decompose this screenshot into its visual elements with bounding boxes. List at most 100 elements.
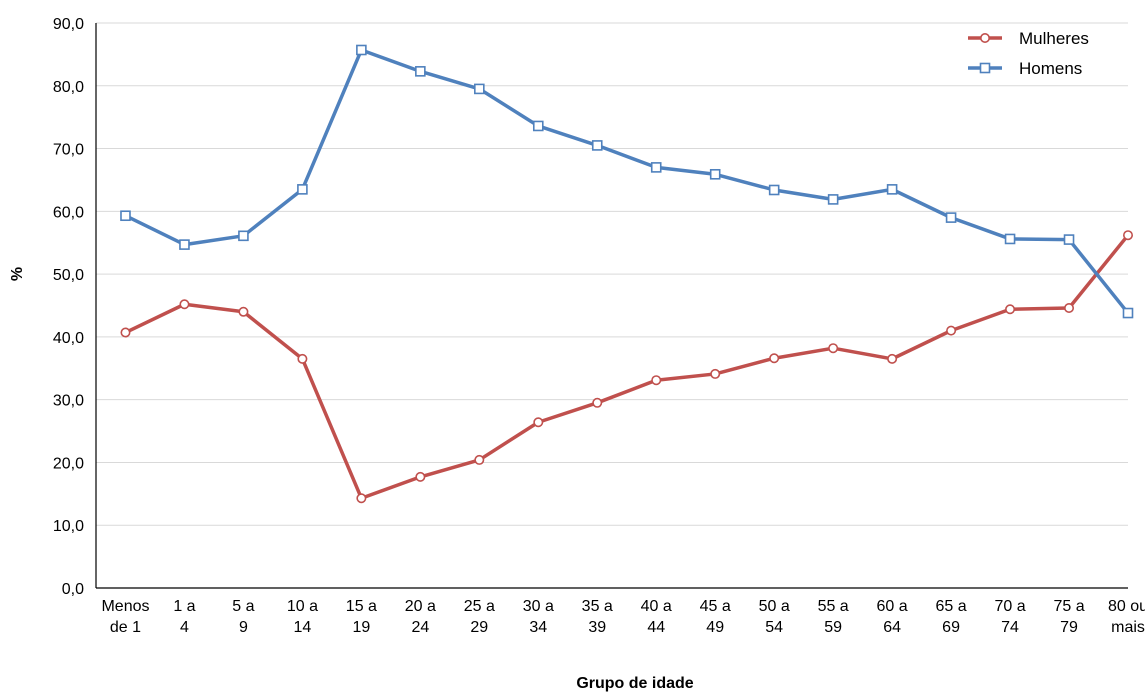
series-homens xyxy=(120,44,1134,319)
x-tick-label: 30 a 34 xyxy=(523,598,554,636)
series xyxy=(120,44,1134,504)
x-tick-label: 40 a 44 xyxy=(641,598,672,636)
y-axis-title: % xyxy=(9,267,26,281)
homens-point xyxy=(415,66,426,77)
x-tick-label-line: 29 xyxy=(470,619,488,636)
x-tick-label-line: 44 xyxy=(647,619,665,636)
x-tick-label: 70 a 74 xyxy=(994,598,1025,636)
x-axis-title: Grupo de idade xyxy=(576,675,693,692)
x-tick-label-line: 25 a xyxy=(464,598,495,615)
x-tick-label-line: 10 a xyxy=(287,598,318,615)
legend-label: Homens xyxy=(1019,59,1082,78)
legend: Mulheres Homens xyxy=(968,29,1089,78)
mulheres-point xyxy=(120,327,131,338)
x-tick-label: 25 a 29 xyxy=(464,598,495,636)
series-mulheres xyxy=(120,230,1134,504)
axes: 0,0 10,0 20,0 30,0 40,0 50,0 60,0 70,0 80,0 90,0 M… xyxy=(53,16,1145,636)
mulheres-point xyxy=(769,353,780,364)
x-tick-label-line: 64 xyxy=(883,619,901,636)
x-tick-label: 75 a 79 xyxy=(1053,598,1084,636)
homens-point xyxy=(945,212,957,223)
x-tick-label: 50 a 54 xyxy=(759,598,790,636)
x-tick-label-line: Menos xyxy=(101,598,149,615)
y-tick-label: 20,0 xyxy=(53,455,84,472)
legend-marker xyxy=(979,62,991,74)
x-tick-label-line: 69 xyxy=(942,619,960,636)
mulheres-point xyxy=(592,397,603,408)
y-tick-label: 60,0 xyxy=(53,204,84,221)
x-tick-label-line: 65 a xyxy=(936,598,967,615)
x-tick-label-line: 15 a xyxy=(346,598,377,615)
homens-point xyxy=(1122,307,1134,319)
homens-point xyxy=(1063,234,1075,245)
y-tick-label: 40,0 xyxy=(53,330,84,347)
homens-point xyxy=(238,230,249,242)
x-tick-label-line: 34 xyxy=(529,619,547,636)
x-tick-label-line: de 1 xyxy=(110,619,141,636)
x-tick-label-line: 59 xyxy=(824,619,842,636)
mulheres-point xyxy=(828,343,839,354)
x-tick-label-line: 14 xyxy=(294,619,312,636)
x-tick-label-line: 79 xyxy=(1060,619,1078,636)
gridlines xyxy=(96,22,1128,526)
legend-label: Mulheres xyxy=(1019,29,1089,48)
x-tick-label-line: 55 a xyxy=(818,598,849,615)
x-tick-label-line: 60 a xyxy=(877,598,908,615)
x-tick-label-line: 35 a xyxy=(582,598,613,615)
homens-point xyxy=(532,120,544,132)
x-tick-label: 10 a 14 xyxy=(287,598,318,636)
mulheres-point xyxy=(1005,304,1016,315)
y-tick-label: 90,0 xyxy=(53,16,84,33)
x-tick-label-line: 24 xyxy=(411,619,429,636)
y-tick-label: 80,0 xyxy=(53,79,84,96)
homens-point xyxy=(827,194,839,205)
x-tick-label: 45 a 49 xyxy=(700,598,731,636)
legend-item-mulheres: Mulheres xyxy=(968,29,1089,48)
y-tick-label: 30,0 xyxy=(53,393,84,410)
legend-item-homens: Homens xyxy=(968,59,1082,78)
y-tick-label: 50,0 xyxy=(53,267,84,284)
x-tick-label: 15 a 19 xyxy=(346,598,377,636)
mulheres-point xyxy=(179,299,190,310)
x-tick-label-line: mais xyxy=(1111,619,1145,636)
mulheres-line xyxy=(124,234,1130,500)
x-tick-label: Menos de 1 xyxy=(101,598,149,636)
x-tick-label-line: 70 a xyxy=(994,598,1025,615)
x-tick-label-line: 50 a xyxy=(759,598,790,615)
x-tick-label-line: 80 ou xyxy=(1108,598,1145,615)
x-tick-label: 80 ou mais xyxy=(1108,598,1145,636)
x-tick-label-line: 19 xyxy=(352,619,370,636)
mulheres-point xyxy=(533,417,544,428)
mulheres-point xyxy=(297,353,308,364)
mulheres-point xyxy=(356,493,367,504)
y-tick-label: 70,0 xyxy=(53,142,84,159)
x-tick-label: 20 a 24 xyxy=(405,598,436,636)
x-tick-label-line: 20 a xyxy=(405,598,436,615)
x-tick-label-line: 39 xyxy=(588,619,606,636)
x-tick-label: 55 a 59 xyxy=(818,598,849,636)
mulheres-point xyxy=(1123,230,1134,241)
mulheres-point xyxy=(887,353,898,364)
homens-line xyxy=(124,48,1130,315)
mulheres-point xyxy=(415,471,426,482)
mulheres-point xyxy=(946,325,957,336)
homens-point xyxy=(356,44,367,56)
homens-point xyxy=(709,168,721,180)
mulheres-point xyxy=(651,375,662,386)
x-tick-label-line: 40 a xyxy=(641,598,672,615)
homens-point xyxy=(179,239,190,250)
homens-point xyxy=(650,162,662,173)
homens-point xyxy=(297,184,308,195)
homens-point xyxy=(120,210,131,222)
x-tick-label-line: 45 a xyxy=(700,598,731,615)
x-tick-label-line: 49 xyxy=(706,619,724,636)
mulheres-point xyxy=(238,306,249,317)
x-tick-label-line: 9 xyxy=(239,619,248,636)
homens-point xyxy=(474,83,485,95)
homens-point xyxy=(886,184,898,195)
homens-point xyxy=(1004,233,1016,245)
